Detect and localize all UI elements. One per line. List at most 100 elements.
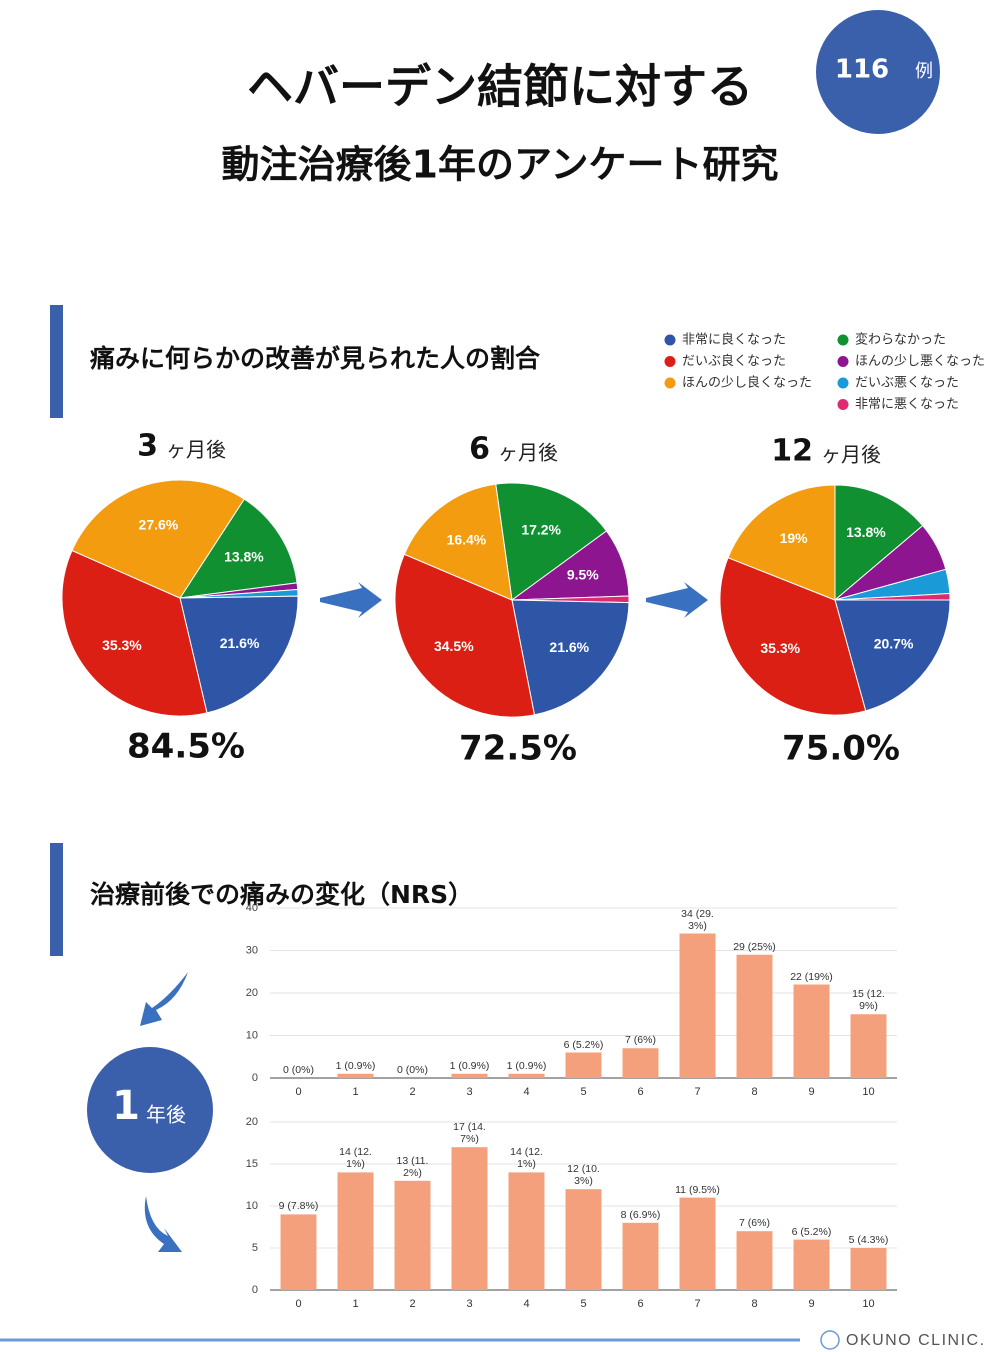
subtitle: 動注治療後1年のアンケート研究 — [222, 143, 779, 187]
slice-label: 13.8% — [846, 524, 886, 540]
section-bar — [50, 305, 63, 418]
pie-summary: 75.0% — [782, 729, 900, 769]
bar — [565, 1052, 602, 1078]
slice-label: 35.3% — [102, 637, 142, 653]
bar — [280, 1214, 317, 1290]
period-number: 1 — [112, 1083, 140, 1129]
legend-swatch — [664, 356, 676, 367]
pie-title-unit: ヶ月後 — [166, 438, 226, 462]
bar — [850, 1014, 887, 1078]
value-label: 7 (6%) — [625, 1034, 656, 1047]
value-label-box: 5 (4.3%) — [849, 1234, 889, 1246]
value-label: 0 (0%) — [283, 1064, 314, 1076]
value-label-box: 6 (5.2%) — [563, 1038, 604, 1051]
value-label: 12 (10.3%) — [567, 1163, 600, 1188]
value-label: 34 (29.3%) — [681, 907, 714, 932]
section-title: 治療前後での痛みの変化（NRS） — [90, 880, 473, 909]
value-label: 17 (14.7%) — [453, 1121, 486, 1146]
value-label: 9 (7.8%) — [278, 1200, 319, 1213]
slice-label: 9.5% — [567, 566, 599, 582]
slice-label: 20.7% — [874, 635, 914, 651]
section-title: 痛みに何らかの改善が見られた人の割合 — [90, 344, 541, 373]
y-tick-label: 0 — [252, 1072, 258, 1084]
value-label: 11 (9.5%) — [675, 1183, 720, 1196]
bar — [508, 1172, 545, 1290]
slice-label: 34.5% — [434, 638, 474, 654]
value-label: 14 (12.1%) — [339, 1146, 372, 1171]
pie-slice — [834, 599, 951, 712]
value-label: 0 (0%) — [397, 1064, 428, 1076]
bar — [736, 1231, 773, 1290]
value-label-box: 14 (12.1%) — [510, 1146, 543, 1170]
value-label: 29 (25%) — [733, 940, 776, 953]
brand: OKUNO CLINIC. — [846, 1332, 986, 1349]
bar — [622, 1048, 659, 1078]
pie-slice — [495, 482, 608, 601]
value-label-box: 17 (14.7%) — [453, 1121, 486, 1146]
value-label-box: 13 (11.2%) — [397, 1155, 429, 1179]
slice-label: 35.3% — [760, 640, 800, 656]
y-tick-label: 5 — [252, 1242, 258, 1254]
y-tick-label: 15 — [246, 1158, 258, 1170]
bar — [793, 984, 830, 1078]
x-tick-label: 0 — [295, 1086, 301, 1098]
bar — [679, 1197, 716, 1290]
arrow — [144, 1196, 182, 1252]
bar — [850, 1248, 887, 1290]
y-tick-label: 0 — [252, 1284, 258, 1296]
x-tick-label: 9 — [808, 1086, 814, 1098]
y-tick-label: 20 — [246, 987, 258, 999]
pie-slice — [511, 599, 630, 716]
value-label: 6 (5.2%) — [563, 1038, 604, 1051]
value-label-box: 22 (19%) — [790, 970, 833, 983]
value-label-box: 15 (12.9%) — [852, 988, 885, 1013]
x-tick-label: 3 — [466, 1298, 472, 1310]
legend-label: 非常に良くなった — [682, 332, 786, 348]
case-count: 116 — [835, 55, 889, 85]
value-label-box: 8 (6.9%) — [620, 1208, 661, 1221]
pie-slice — [727, 484, 836, 601]
pie-title-unit: ヶ月後 — [821, 443, 881, 467]
bar — [793, 1239, 830, 1290]
pie-title-number: 12 — [771, 434, 813, 469]
x-tick-label: 7 — [694, 1298, 700, 1310]
legend-label: ほんの少し悪くなった — [855, 354, 985, 369]
pie-slice — [61, 549, 208, 717]
logo — [820, 1330, 840, 1350]
pie-slice — [403, 483, 513, 601]
x-tick-label: 1 — [352, 1086, 358, 1098]
bar — [679, 933, 716, 1078]
arrow — [140, 972, 188, 1026]
value-label-box: 7 (6%) — [739, 1217, 770, 1229]
value-label-box: 34 (29.3%) — [681, 907, 714, 932]
pie-title-number: 6 — [469, 432, 490, 467]
legend-label: だいぶ悪くなった — [855, 376, 959, 391]
legend-label: 変わらなかった — [855, 332, 946, 348]
x-tick-label: 1 — [352, 1298, 358, 1310]
value-label: 1 (0.9%) — [335, 1059, 376, 1072]
legend-swatch — [664, 334, 676, 346]
y-tick-label: 10 — [246, 1029, 258, 1041]
value-label: 22 (19%) — [790, 970, 833, 983]
value-label-box: 29 (25%) — [733, 940, 776, 953]
bar — [451, 1073, 488, 1078]
value-label-box: 0 (0%) — [283, 1064, 314, 1076]
title: ヘバーデン結節に対する — [247, 60, 753, 114]
legend-swatch — [837, 334, 849, 346]
value-label: 6 (5.2%) — [791, 1225, 832, 1238]
count-badge — [816, 10, 940, 134]
x-tick-label: 2 — [409, 1298, 415, 1310]
arrow — [320, 582, 382, 618]
x-tick-label: 6 — [637, 1298, 643, 1310]
legend-swatch — [837, 377, 849, 389]
value-label: 8 (6.9%) — [620, 1208, 661, 1221]
x-tick-label: 0 — [295, 1298, 301, 1310]
value-label: 1 (0.9%) — [506, 1059, 547, 1072]
bar — [565, 1189, 602, 1290]
pie-summary: 72.5% — [459, 729, 577, 769]
value-label: 15 (12.9%) — [852, 988, 885, 1013]
slice-label: 19% — [780, 530, 809, 546]
section-bar — [50, 843, 63, 956]
period-badge — [87, 1047, 213, 1173]
pie-slice — [179, 595, 299, 714]
